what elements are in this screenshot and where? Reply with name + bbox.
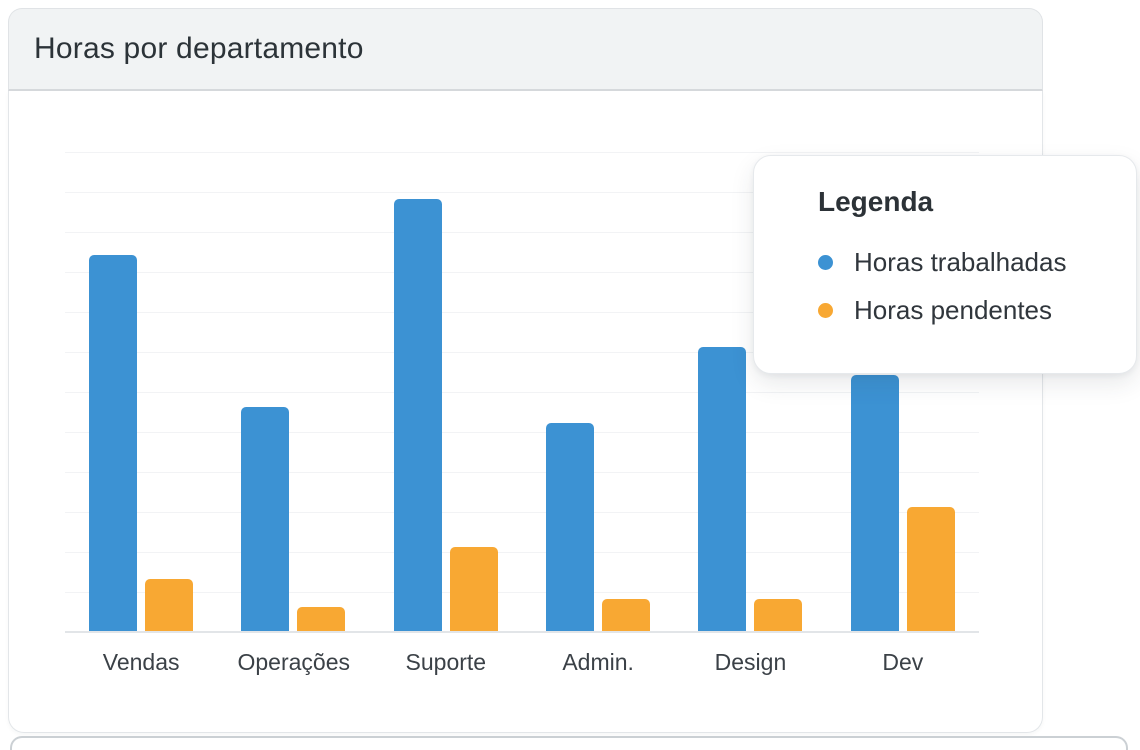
bar-group-admin (546, 423, 651, 631)
legend-item-horas-pendentes[interactable]: Horas pendentes (818, 290, 1120, 330)
bar-group-vendas (89, 255, 194, 631)
bar-group-design (698, 347, 803, 631)
legend-item-label: Horas pendentes (854, 294, 1053, 325)
legend-title: Legenda (818, 186, 934, 217)
legend-dot-horas-trabalhadas-icon (818, 254, 833, 270)
legend-item-horas-trabalhadas[interactable]: Horas trabalhadas (818, 242, 1120, 282)
bar-group-suporte (393, 199, 498, 631)
bar-horas-pendentes-suporte[interactable] (449, 547, 498, 631)
widget-header: Horas por departamento (8, 8, 1043, 91)
legend-card: Legenda Horas trabalhadas Horas pendente… (753, 155, 1137, 374)
bar-horas-trabalhadas-design[interactable] (698, 347, 747, 631)
bar-horas-trabalhadas-dev[interactable] (850, 375, 899, 631)
x-label-dev: Dev (882, 649, 924, 675)
x-label-suporte: Suporte (405, 649, 487, 675)
bar-horas-trabalhadas-operacoes[interactable] (241, 407, 290, 631)
bar-group-operacoes (241, 407, 346, 631)
bar-horas-trabalhadas-vendas[interactable] (89, 255, 138, 631)
legend-item-label: Horas trabalhadas (854, 246, 1067, 277)
widget-title: Horas por departamento (34, 32, 364, 65)
bar-horas-trabalhadas-suporte[interactable] (393, 199, 442, 631)
bar-horas-pendentes-dev[interactable] (906, 507, 955, 631)
bar-group-dev (850, 375, 955, 631)
x-label-operacoes: Operações (237, 649, 350, 675)
bar-horas-pendentes-design[interactable] (754, 599, 803, 631)
x-axis-labels: Vendas Operações Suporte Admin. Design Dev (65, 649, 979, 676)
next-card-top-edge (10, 736, 1128, 750)
x-label-vendas: Vendas (102, 649, 180, 675)
legend-dot-horas-pendentes-icon (818, 302, 833, 318)
bar-horas-trabalhadas-admin[interactable] (546, 423, 595, 631)
bar-horas-pendentes-vendas[interactable] (145, 579, 194, 631)
x-label-admin: Admin. (562, 649, 634, 675)
bar-horas-pendentes-operacoes[interactable] (297, 607, 346, 631)
x-label-design: Design (714, 649, 787, 675)
bar-horas-pendentes-admin[interactable] (602, 599, 651, 631)
